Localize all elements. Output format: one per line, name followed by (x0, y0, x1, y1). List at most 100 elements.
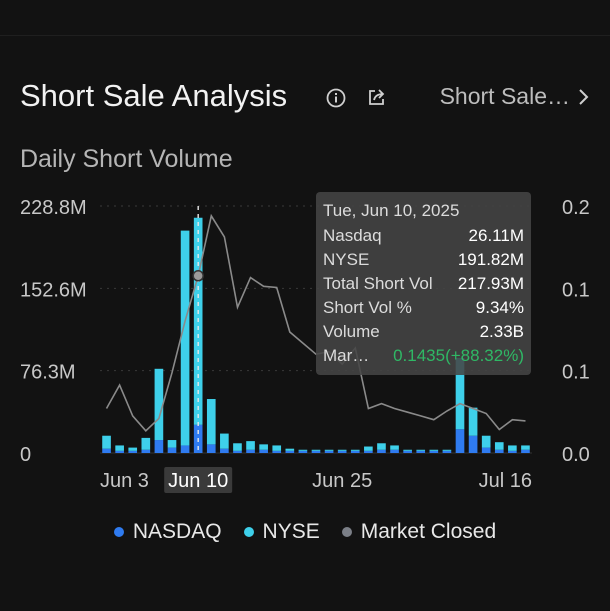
bar-nasdaq (102, 448, 111, 453)
x-tick-label: Jun 10 (168, 470, 228, 492)
bar-nyse (180, 230, 190, 446)
bar-nyse (246, 441, 255, 450)
bar-nyse (442, 449, 452, 451)
tooltip-row-nyse: NYSE 191.82M (323, 250, 524, 270)
bar-nasdaq (115, 450, 124, 453)
bar-nyse (337, 449, 347, 451)
y-right-tick-label: 0.0 (562, 444, 590, 466)
bar-nasdaq (416, 450, 426, 453)
legend-label: NYSE (262, 520, 320, 543)
bar-nyse (403, 449, 412, 451)
tooltip-value: 2.33B (479, 322, 524, 341)
bar-nyse (468, 407, 478, 436)
bar-nasdaq (298, 450, 308, 453)
bar-nasdaq (364, 450, 373, 453)
bar-nyse (102, 435, 111, 449)
bar-nyse (377, 443, 386, 450)
bar-nasdaq (154, 440, 164, 453)
tooltip-row-volume: Volume 2.33B (323, 322, 524, 342)
bar-nasdaq (180, 445, 190, 453)
bar-nasdaq (521, 449, 530, 453)
bar-nyse (259, 444, 268, 450)
y-left-tick-label: 228.8M (20, 197, 87, 219)
bar-nasdaq (167, 447, 177, 453)
legend-item-nyse[interactable]: NYSE (243, 520, 320, 544)
short-sale-link[interactable]: Short Sale… (440, 83, 590, 110)
x-tick-highlight-box (164, 467, 233, 493)
bar-nyse (350, 449, 360, 451)
bar-nyse (364, 446, 373, 451)
chart-legend: NASDAQ NYSE Market Closed (0, 520, 610, 544)
y-right-tick-label: 0.1 (562, 279, 590, 301)
bar-nasdaq (259, 449, 268, 453)
tooltip-value: 9.34% (475, 298, 524, 317)
bar-nyse (167, 440, 177, 448)
chart-tooltip: Tue, Jun 10, 2025 Nasdaq 26.11M NYSE 191.8… (316, 192, 531, 375)
short-volume-chart[interactable]: 228.8M 152.6M 76.3M 0 0.2 0.1 0.1 0.0 Jun 3 Jun 1… (0, 190, 610, 500)
tooltip-label: Total Short Vol (323, 274, 433, 293)
y-right-tick-label: 0.2 (562, 197, 590, 219)
bar-nyse (324, 449, 334, 451)
nasdaq-dot-icon (113, 527, 124, 537)
legend-label: Market Closed (360, 520, 497, 543)
bar-nyse (521, 445, 530, 450)
bar-nasdaq (246, 449, 255, 453)
bar-nasdaq (233, 450, 242, 453)
bar-nyse (141, 437, 151, 450)
bar-nyse (154, 368, 164, 441)
bar-nasdaq (468, 435, 478, 453)
highlight-point (192, 270, 204, 282)
tooltip-value: 217.93M (457, 274, 524, 293)
bar-nyse (206, 399, 216, 445)
bar-nasdaq (220, 448, 229, 453)
section-header: Short Sale Analysis Short Sale… (20, 78, 590, 122)
bar-nasdaq (350, 450, 360, 453)
tooltip-label: NYSE (323, 250, 370, 269)
bar-nyse (494, 442, 504, 450)
bar-nasdaq (455, 429, 465, 453)
bar-nyse (298, 449, 308, 451)
bar-nyse (508, 445, 517, 451)
bar-nasdaq (481, 447, 491, 453)
bar-nasdaq (311, 450, 321, 453)
x-tick-label: Jul 16 (479, 470, 532, 492)
bar-nasdaq (141, 449, 151, 453)
bar-nasdaq (403, 450, 412, 453)
tooltip-row-short-pct: Short Vol % 9.34% (323, 298, 524, 318)
bar-nasdaq (377, 449, 386, 453)
market-closed-dot-icon (341, 527, 352, 537)
bar-nasdaq (508, 450, 517, 453)
bar-nyse (128, 447, 138, 451)
bar-nyse (416, 449, 426, 451)
bar-nasdaq (429, 450, 439, 453)
y-left-tick-label: 0 (20, 444, 31, 466)
bar-nyse (220, 433, 229, 449)
tooltip-row-market: Mar… 0.1435(+88.32%) (323, 346, 524, 366)
bar-nasdaq (285, 450, 295, 453)
bar-nasdaq (128, 450, 138, 453)
bar-nasdaq (494, 449, 504, 453)
y-left-tick-label: 152.6M (20, 279, 87, 301)
bar-nyse (481, 435, 491, 448)
bar-nyse (115, 445, 124, 451)
nyse-dot-icon (243, 527, 254, 537)
tooltip-row-nasdaq: Nasdaq 26.11M (323, 226, 524, 246)
page-title: Short Sale Analysis (20, 78, 288, 113)
bar-nyse (233, 443, 242, 451)
tooltip-label: Nasdaq (323, 226, 382, 245)
info-icon[interactable] (325, 87, 347, 109)
legend-item-market-closed[interactable]: Market Closed (341, 520, 497, 544)
tooltip-row-total: Total Short Vol 217.93M (323, 274, 524, 294)
share-icon[interactable] (365, 87, 387, 109)
bar-nasdaq (324, 450, 334, 453)
bar-nasdaq (390, 449, 399, 453)
legend-item-nasdaq[interactable]: NASDAQ (113, 520, 222, 544)
tooltip-value: 26.11M (468, 226, 524, 245)
bar-nasdaq (337, 450, 347, 453)
bar-nyse (285, 448, 295, 451)
tooltip-value: 191.82M (457, 250, 524, 269)
bar-nyse (311, 449, 321, 451)
bar-nasdaq (206, 444, 216, 453)
tooltip-value: 0.1435(+88.32%) (393, 346, 524, 365)
bar-nasdaq (272, 450, 282, 453)
